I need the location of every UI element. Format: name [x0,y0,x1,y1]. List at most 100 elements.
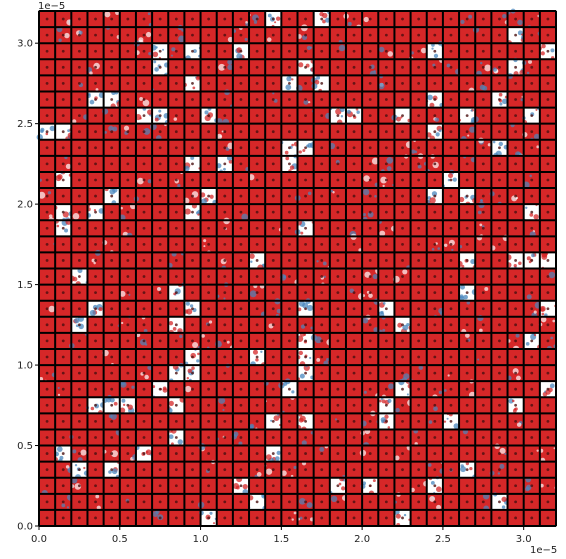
cell-marker [368,98,372,101]
cell-marker [142,114,146,118]
heatmap-cell [152,236,169,253]
cell-blob [289,165,295,170]
heatmap-cell [297,139,317,156]
cell-marker [77,403,81,407]
cell-marker [401,307,404,311]
cell-marker [142,98,146,101]
cell-marker [417,500,421,504]
cell-marker [110,516,114,520]
cell-blob [238,441,243,446]
heatmap-cell [362,171,379,189]
cell-blob [332,191,335,194]
heatmap-cell [378,477,395,494]
cell-marker [223,259,227,262]
heatmap-cell [135,413,153,430]
heatmap-cell [168,171,185,189]
cell-blob [74,463,78,467]
cell-marker [207,178,211,182]
heatmap-cell [507,43,524,60]
cell-marker [142,17,146,21]
cell-marker [158,49,162,53]
cell-blob [301,440,307,446]
cell-marker [320,33,324,37]
heatmap-cell [378,493,395,510]
heatmap-cell [119,27,136,44]
cell-blob [380,417,386,423]
heatmap-cell [507,91,524,108]
heatmap-cell [475,284,492,301]
heatmap-cell [103,139,120,156]
cell-blob [89,71,93,75]
heatmap-cell [87,348,104,366]
cell-blob [460,284,465,290]
heatmap-cell [152,493,169,510]
cell-blob [273,415,280,422]
heatmap-cell [491,397,508,414]
heatmap-cell [491,204,508,221]
cell-marker [158,500,162,504]
cell-blob [492,140,496,144]
heatmap-cell [71,236,88,253]
cell-marker [45,355,49,359]
cell-blob [275,456,280,461]
heatmap-cell [119,139,136,156]
heatmap-cell [362,267,382,285]
heatmap-cell [523,476,540,494]
cell-marker [433,65,437,69]
cell-marker [174,291,178,295]
cell-marker [401,516,404,520]
heatmap-cell [232,493,250,510]
cell-marker [481,371,485,375]
cell-marker [304,33,307,37]
cell-marker [401,387,404,391]
cell-marker [433,146,437,150]
cell-marker [174,242,178,246]
heatmap-cell [459,11,476,28]
cell-marker [336,242,340,246]
cell-blob [293,465,297,470]
cell-blob [249,290,257,298]
cell-marker [223,226,227,230]
heatmap-cell [297,11,314,28]
cell-marker [530,452,534,455]
cell-marker [110,339,114,343]
heatmap-cell [475,413,492,430]
cell-marker [191,33,194,37]
cell-marker [433,452,437,455]
heatmap-cell [102,348,120,366]
cell-marker [417,114,421,118]
cell-marker [110,210,114,214]
heatmap-cell [184,493,201,510]
cell-blob [241,213,249,221]
cell-marker [288,49,291,53]
heatmap-cell [475,332,492,349]
cell-blob [550,48,555,53]
heatmap-cell [362,188,379,205]
cell-marker [77,98,81,101]
cell-marker [191,17,194,21]
cell-marker [465,162,469,166]
heatmap-cell [491,123,508,140]
cell-marker [61,178,65,182]
heatmap-cell [345,509,363,526]
cell-marker [336,82,340,85]
heatmap-cell [378,139,395,156]
heatmap-cell [345,316,363,333]
heatmap-cell [55,365,72,382]
heatmap-cell [248,171,266,189]
heatmap-cell [391,107,411,124]
cell-blob [203,239,207,243]
heatmap-cell [39,107,56,124]
cell-marker [401,275,404,278]
cell-marker [417,33,421,37]
cell-marker [142,484,146,488]
cell-marker [304,17,307,21]
heatmap-cell [459,493,476,510]
cell-marker [546,130,550,134]
cell-marker [174,516,178,520]
cell-marker [288,387,291,391]
cell-marker [271,162,275,166]
heatmap-cell [200,204,217,221]
cell-marker [174,114,178,118]
cell-marker [530,275,534,278]
